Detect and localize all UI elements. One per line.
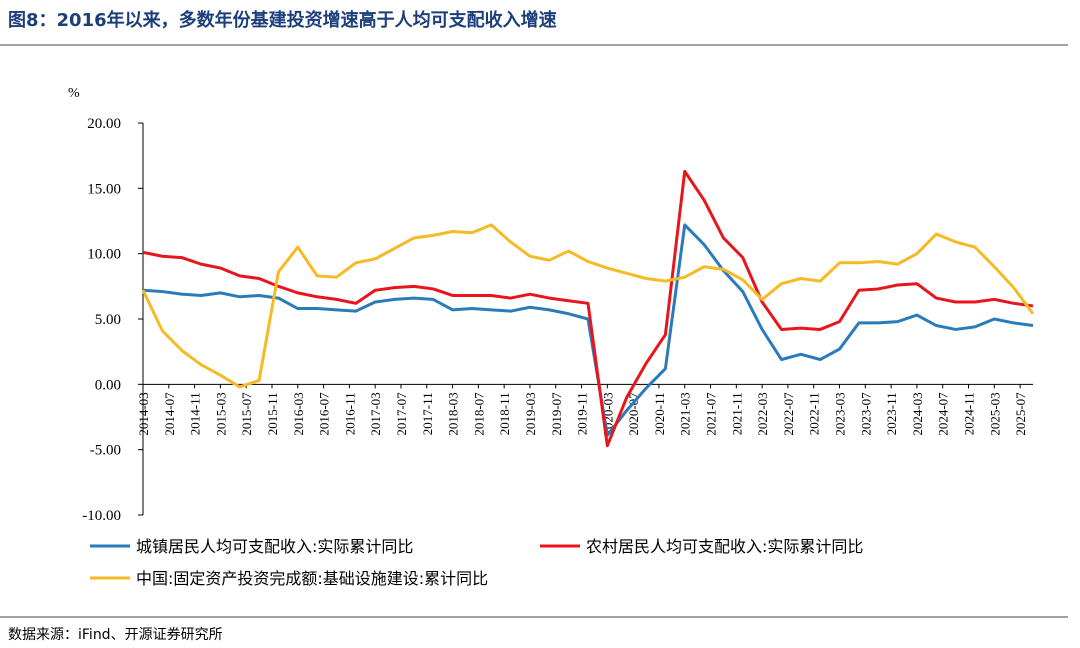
y-tick-label: 20.00 xyxy=(87,116,121,132)
x-tick-label: 2019-11 xyxy=(575,392,590,435)
x-tick-label: 2022-03 xyxy=(755,392,770,435)
x-tick-label: 2018-11 xyxy=(497,392,512,435)
x-tick-label: 2024-03 xyxy=(910,392,925,435)
x-tick-label: 2021-07 xyxy=(704,392,719,436)
x-tick-label: 2014-07 xyxy=(162,392,177,436)
x-tick-label: 2024-07 xyxy=(936,392,951,436)
legend-label: 中国:固定资产投资完成额:基础设施建设:累计同比 xyxy=(136,569,488,588)
y-tick-label: -10.00 xyxy=(82,508,121,524)
x-tick-label: 2024-11 xyxy=(962,392,977,435)
x-tick-label: 2016-11 xyxy=(342,392,357,435)
y-tick-label: 15.00 xyxy=(87,181,121,197)
x-tick-label: 2017-11 xyxy=(420,392,435,435)
x-tick-label: 2022-07 xyxy=(781,392,796,436)
series-line xyxy=(141,223,1035,389)
x-tick-label: 2022-11 xyxy=(807,392,822,435)
y-tick-label: 10.00 xyxy=(87,247,121,263)
source-note: 数据来源：iFind、开源证券研究所 xyxy=(8,627,223,643)
x-tick-label: 2019-07 xyxy=(549,392,564,436)
y-axis-label: % xyxy=(68,86,80,101)
x-tick-label: 2018-07 xyxy=(471,392,486,436)
x-tick-label: 2016-03 xyxy=(291,392,306,435)
x-tick-label: 2014-11 xyxy=(188,392,203,435)
legend-label: 农村居民人均可支配收入:实际累计同比 xyxy=(586,537,863,556)
x-tick-label: 2023-11 xyxy=(884,392,899,435)
chart-title: 图8：2016年以来，多数年份基建投资增速高于人均可支配收入增速 xyxy=(8,9,557,31)
x-tick-label: 2023-03 xyxy=(833,392,848,435)
x-tick-label: 2017-07 xyxy=(394,392,409,436)
x-tick-label: 2025-07 xyxy=(1013,392,1028,436)
y-tick-label: 0.00 xyxy=(95,377,121,393)
x-tick-label: 2017-03 xyxy=(368,392,383,435)
x-tick-label: 2020-07 xyxy=(626,392,641,436)
x-tick-label: 2021-11 xyxy=(729,392,744,435)
x-tick-label: 2016-07 xyxy=(317,392,332,436)
x-tick-label: 2015-11 xyxy=(265,392,280,435)
series-line xyxy=(142,169,1034,448)
series-line xyxy=(142,223,1034,437)
x-tick-label: 2023-07 xyxy=(858,392,873,436)
x-tick-label: 2020-11 xyxy=(652,392,667,435)
x-tick-label: 2014-03 xyxy=(136,392,151,435)
x-tick-label: 2018-03 xyxy=(446,392,461,435)
x-tick-label: 2019-03 xyxy=(523,392,538,435)
x-tick-label: 2015-03 xyxy=(213,392,228,435)
legend-label: 城镇居民人均可支配收入:实际累计同比 xyxy=(136,537,413,556)
y-tick-label: 5.00 xyxy=(95,312,121,328)
x-tick-label: 2015-07 xyxy=(239,392,254,436)
x-tick-label: 2025-03 xyxy=(987,392,1002,435)
y-tick-label: -5.00 xyxy=(90,443,121,459)
x-tick-label: 2021-03 xyxy=(678,392,693,435)
